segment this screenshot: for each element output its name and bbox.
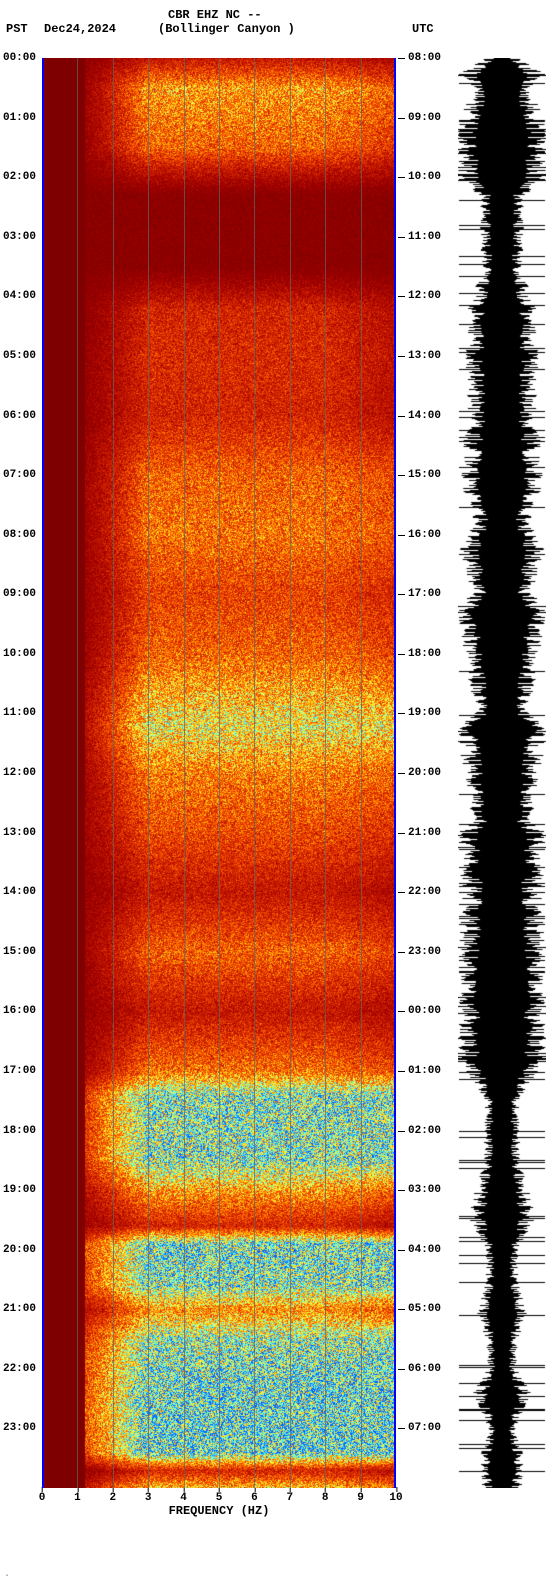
utc-tick: 14:00 (408, 410, 441, 422)
pst-tick: 17:00 (3, 1065, 36, 1077)
pst-tick: 07:00 (3, 469, 36, 481)
pst-tick: 01:00 (3, 112, 36, 124)
gridline (148, 58, 149, 1488)
pst-tick: 09:00 (3, 588, 36, 600)
utc-tick: 01:00 (408, 1065, 441, 1077)
hz-tick: 7 (286, 1492, 293, 1504)
tz-left-label: PST (6, 22, 28, 36)
utc-tick: 10:00 (408, 171, 441, 183)
pst-tick: 14:00 (3, 886, 36, 898)
utc-tick: 09:00 (408, 112, 441, 124)
gridline (361, 58, 362, 1488)
plot-right-edge (394, 58, 396, 1488)
pst-tick: 21:00 (3, 1303, 36, 1315)
pst-tick: 22:00 (3, 1363, 36, 1375)
location-label: (Bollinger Canyon ) (158, 22, 295, 36)
utc-axis: 08:0009:0010:0011:0012:0013:0014:0015:00… (398, 58, 448, 1488)
pst-tick: 05:00 (3, 350, 36, 362)
station-label: CBR EHZ NC -- (168, 8, 262, 22)
pst-tick: 20:00 (3, 1244, 36, 1256)
hz-tick: 1 (74, 1492, 81, 1504)
spectrogram-plot (42, 58, 396, 1488)
footer-mark: . (4, 1569, 10, 1580)
utc-tick: 00:00 (408, 1005, 441, 1017)
pst-tick: 06:00 (3, 410, 36, 422)
pst-tick: 15:00 (3, 946, 36, 958)
hz-tick: 9 (357, 1492, 364, 1504)
gridline (77, 58, 78, 1488)
hz-tick: 0 (39, 1492, 46, 1504)
utc-tick: 13:00 (408, 350, 441, 362)
utc-tick: 17:00 (408, 588, 441, 600)
hz-tick: 8 (322, 1492, 329, 1504)
pst-tick: 19:00 (3, 1184, 36, 1196)
utc-tick: 04:00 (408, 1244, 441, 1256)
plot-left-edge (42, 58, 44, 1488)
pst-tick: 00:00 (3, 52, 36, 64)
date-label: Dec24,2024 (44, 22, 116, 36)
gridline (325, 58, 326, 1488)
pst-axis: 00:0001:0002:0003:0004:0005:0006:0007:00… (0, 58, 40, 1488)
utc-tick: 22:00 (408, 886, 441, 898)
utc-tick: 20:00 (408, 767, 441, 779)
utc-tick: 06:00 (408, 1363, 441, 1375)
pst-tick: 10:00 (3, 648, 36, 660)
utc-tick: 12:00 (408, 290, 441, 302)
pst-tick: 23:00 (3, 1422, 36, 1434)
utc-tick: 03:00 (408, 1184, 441, 1196)
utc-tick: 18:00 (408, 648, 441, 660)
utc-tick: 19:00 (408, 707, 441, 719)
utc-tick: 08:00 (408, 52, 441, 64)
pst-tick: 02:00 (3, 171, 36, 183)
utc-tick: 16:00 (408, 529, 441, 541)
pst-tick: 11:00 (3, 707, 36, 719)
waveform-canvas (458, 58, 546, 1488)
utc-tick: 11:00 (408, 231, 441, 243)
pst-tick: 13:00 (3, 827, 36, 839)
utc-tick: 07:00 (408, 1422, 441, 1434)
pst-tick: 04:00 (3, 290, 36, 302)
pst-tick: 18:00 (3, 1125, 36, 1137)
pst-tick: 08:00 (3, 529, 36, 541)
gridline (184, 58, 185, 1488)
hz-tick: 5 (216, 1492, 223, 1504)
gridline (219, 58, 220, 1488)
header: PST Dec24,2024 CBR EHZ NC -- (Bollinger … (0, 0, 552, 40)
hz-tick: 4 (180, 1492, 187, 1504)
utc-tick: 23:00 (408, 946, 441, 958)
tz-right-label: UTC (412, 22, 434, 36)
gridline (113, 58, 114, 1488)
gridline (290, 58, 291, 1488)
hz-tick: 3 (145, 1492, 152, 1504)
pst-tick: 16:00 (3, 1005, 36, 1017)
utc-tick: 15:00 (408, 469, 441, 481)
utc-tick: 02:00 (408, 1125, 441, 1137)
pst-tick: 03:00 (3, 231, 36, 243)
hz-tick: 2 (109, 1492, 116, 1504)
hz-tick: 6 (251, 1492, 258, 1504)
x-axis-label: FREQUENCY (HZ) (42, 1504, 396, 1518)
utc-tick: 05:00 (408, 1303, 441, 1315)
gridline (254, 58, 255, 1488)
hz-tick: 10 (389, 1492, 402, 1504)
utc-tick: 21:00 (408, 827, 441, 839)
waveform-plot (458, 58, 546, 1488)
pst-tick: 12:00 (3, 767, 36, 779)
